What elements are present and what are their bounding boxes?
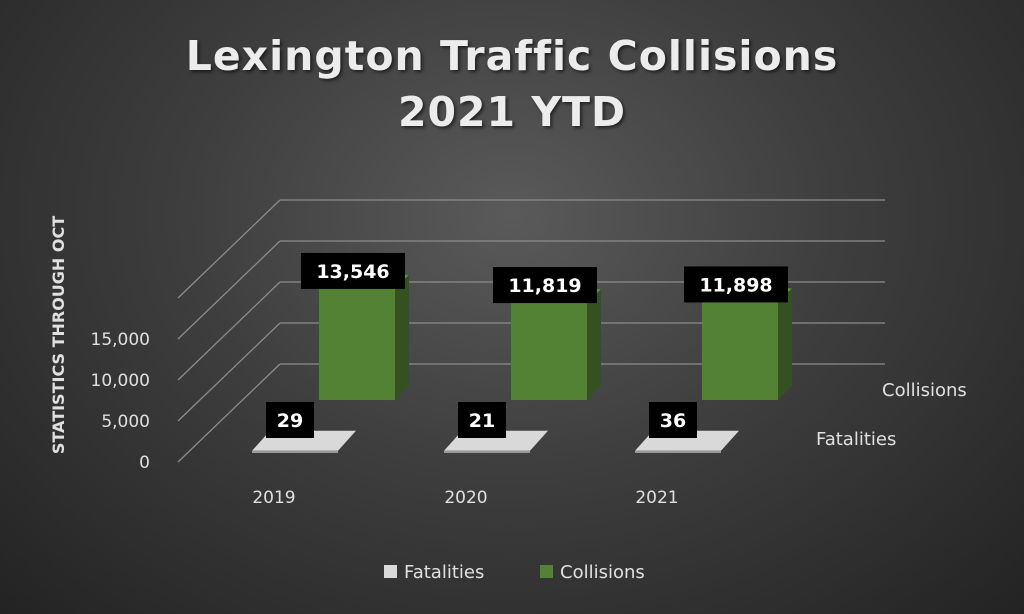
data-label-collisions: 11,819 (493, 267, 597, 304)
legend-swatch (540, 565, 553, 578)
bar-front (319, 288, 395, 400)
data-label-box (266, 402, 314, 438)
data-label-text: 11,819 (508, 275, 581, 297)
data-label-fatalities: 21 (458, 402, 506, 438)
legend-swatch (384, 565, 397, 578)
x-category-label: 2020 (444, 488, 487, 508)
bar-side (587, 289, 601, 400)
depth-axis-series-labels: Collisions Fatalities (816, 380, 967, 450)
data-label-box (684, 266, 788, 303)
chart-title-line-2: 2021 YTD (397, 88, 627, 136)
legend-entry: Collisions (560, 562, 645, 583)
gridline-side (177, 281, 281, 381)
bar-side (778, 288, 792, 400)
bar-collisions (319, 274, 409, 400)
data-label-collisions: 13,546 (301, 252, 405, 289)
bars (252, 274, 792, 453)
x-category-label: 2019 (252, 488, 295, 508)
data-label-fatalities: 36 (649, 402, 697, 438)
data-label-box (458, 402, 506, 438)
depth-label-collisions: Collisions (882, 380, 967, 401)
bar-front (635, 450, 721, 453)
gridline-side (177, 322, 281, 422)
y-tick-label: 10,000 (91, 371, 150, 391)
data-label-text: 11,898 (699, 274, 772, 296)
data-label-fatalities: 29 (266, 402, 314, 438)
bar-side (395, 274, 409, 400)
y-tick-label: 15,000 (91, 330, 150, 350)
data-label-text: 21 (469, 410, 495, 432)
chart-title: Lexington Traffic Collisions 2021 YTD (0, 28, 1024, 140)
bar-collisions (511, 289, 601, 400)
bar-front (444, 450, 530, 453)
data-label-text: 13,546 (316, 261, 389, 283)
bar-front (511, 303, 587, 400)
depth-label-fatalities: Fatalities (816, 429, 896, 450)
gridline-side (177, 240, 281, 340)
data-label-box (301, 252, 405, 289)
y-axis-ticks: 0 5,000 10,000 15,000 (91, 330, 150, 473)
y-tick-label: 0 (139, 453, 150, 473)
chart-title-line-1: Lexington Traffic Collisions (185, 32, 839, 80)
bar-collisions (702, 288, 792, 400)
y-tick-label: 5,000 (101, 412, 150, 432)
y-axis-label: STATISTICS THROUGH OCT (49, 216, 68, 454)
legend-entry: Fatalities (404, 562, 484, 583)
x-category-label: 2021 (635, 488, 678, 508)
data-label-collisions: 11,898 (684, 266, 788, 303)
gridline-side (177, 199, 281, 299)
data-label-text: 36 (660, 410, 686, 432)
x-axis-categories: 2019 2020 2021 (252, 488, 678, 508)
data-label-box (493, 267, 597, 304)
data-label-box (649, 402, 697, 438)
legend: Fatalities Collisions (384, 562, 645, 583)
bar-front (252, 450, 338, 453)
data-label-text: 29 (277, 410, 303, 432)
data-labels: 13,546 11,819 11,898 29 21 36 (266, 252, 788, 438)
gridline-side (177, 363, 281, 463)
bar-front (702, 302, 778, 400)
